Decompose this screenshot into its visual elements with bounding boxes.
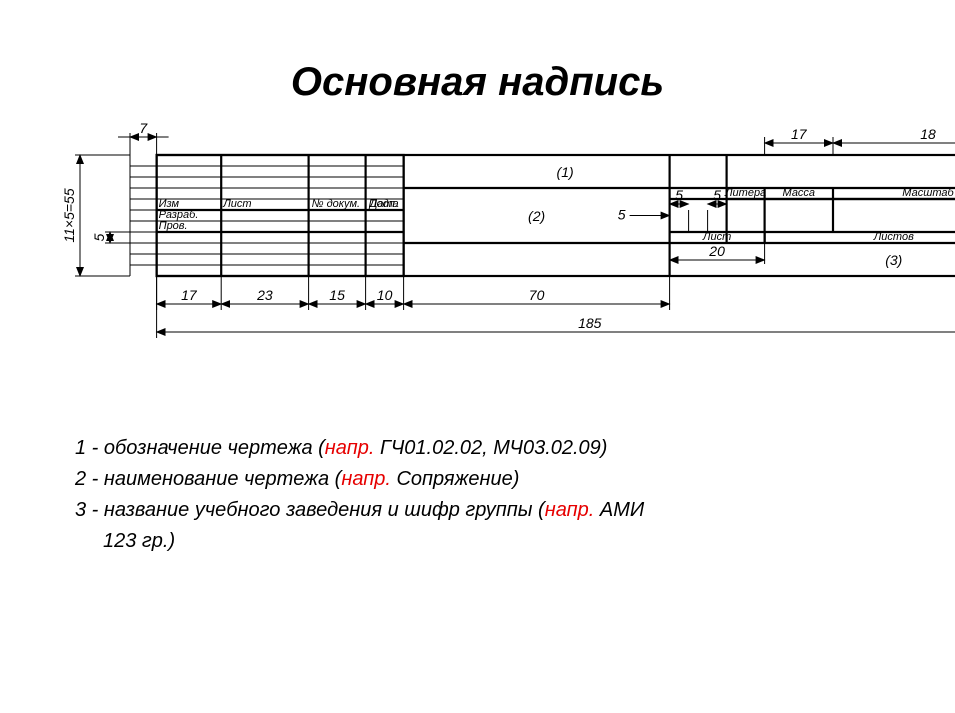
legend: 1 - обозначение чертежа (напр. ГЧ01.02.0… (75, 433, 955, 557)
svg-text:Литера: Литера (724, 187, 766, 199)
svg-text:185: 185 (578, 315, 602, 331)
svg-text:(1): (1) (557, 164, 574, 180)
svg-text:18: 18 (920, 126, 936, 142)
svg-text:11×5=55: 11×5=55 (61, 188, 77, 242)
svg-text:Масштаб: Масштаб (902, 187, 954, 199)
svg-text:№ докум.: № докум. (312, 198, 360, 210)
svg-text:Пров.: Пров. (159, 220, 188, 232)
svg-text:5: 5 (618, 207, 626, 223)
legend-line-2: 2 - наименование чертежа (напр. Сопряжен… (75, 464, 955, 495)
svg-text:5: 5 (91, 233, 107, 241)
svg-text:17: 17 (181, 287, 198, 303)
svg-text:Листов: Листов (873, 231, 914, 243)
svg-text:15: 15 (329, 287, 345, 303)
svg-text:23: 23 (256, 287, 273, 303)
svg-text:5: 5 (675, 187, 683, 203)
svg-text:Лист: Лист (222, 198, 251, 210)
svg-text:10: 10 (377, 287, 393, 303)
svg-text:(2): (2) (528, 208, 545, 224)
svg-text:Дата: Дата (368, 198, 399, 210)
legend-line-1: 1 - обозначение чертежа (напр. ГЧ01.02.0… (75, 433, 955, 464)
svg-text:5: 5 (713, 187, 721, 203)
page-title: Основная надпись (0, 60, 955, 105)
svg-text:Лист: Лист (702, 231, 731, 243)
svg-text:(3): (3) (885, 252, 902, 268)
legend-line-4: 123 гр.) (75, 526, 955, 557)
svg-text:7: 7 (139, 120, 148, 136)
legend-line-3: 3 - название учебного заведения и шифр г… (75, 495, 955, 526)
svg-text:Масса: Масса (783, 187, 816, 199)
svg-text:70: 70 (529, 287, 545, 303)
svg-text:20: 20 (708, 243, 725, 259)
title-block-drawing: ИзмЛист№ докум.Подп.ДатаРазраб.Пров.Лите… (0, 115, 955, 415)
svg-text:17: 17 (791, 126, 808, 142)
